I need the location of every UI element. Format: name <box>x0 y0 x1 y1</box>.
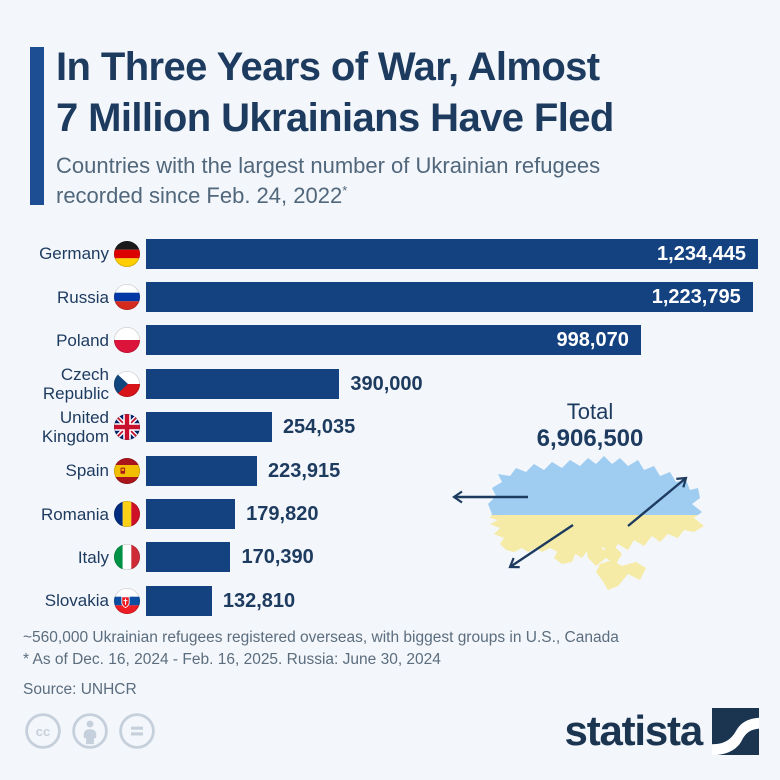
value-label-outside: 254,035 <box>282 416 356 439</box>
statista-logo-mark-icon <box>712 707 759 755</box>
bar: 998,070 <box>146 325 641 356</box>
ukraine-map <box>452 456 704 590</box>
bar-track: 254,035 <box>146 412 758 443</box>
nd-icon[interactable] <box>118 712 156 750</box>
value-label-outside: 132,810 <box>222 589 296 612</box>
chart-row: Slovakia 132,810 <box>22 579 758 622</box>
value-label-outside: 223,915 <box>268 459 341 482</box>
chart-row: Germany 1,234,445 <box>22 232 758 275</box>
value-label-inside: 1,234,445 <box>657 242 746 265</box>
bar <box>146 412 272 443</box>
bar <box>146 499 236 530</box>
bar: 1,223,795 <box>146 282 753 313</box>
title-line-1: In Three Years of War, Almost <box>56 45 600 89</box>
total-value: 6,906,500 <box>536 425 644 452</box>
country-label: United Kingdom <box>41 408 109 447</box>
bar <box>146 542 231 573</box>
chart-row: Czech Republic 390,000 <box>22 362 758 405</box>
subtitle-line-1: Countries with the largest number of Ukr… <box>56 153 601 178</box>
statista-wordmark: statista <box>564 707 704 754</box>
subtitle-line-2: recorded since Feb. 24, 2022 <box>56 183 343 208</box>
country-label: Russia <box>57 287 109 307</box>
bar-track: 1,223,795 <box>146 282 758 313</box>
chart-row: Russia 1,223,795 <box>22 275 758 318</box>
total-block: Total 6,906,500 <box>440 399 740 452</box>
subtitle-asterisk: * <box>342 183 348 198</box>
value-label-outside: 170,390 <box>241 546 314 569</box>
value-label-inside: 998,070 <box>556 329 629 352</box>
statista-logo[interactable]: statista <box>565 706 759 756</box>
spain-flag-icon <box>114 457 140 484</box>
bar-track: 170,390 <box>146 542 758 573</box>
bar-track: 223,915 <box>146 455 758 486</box>
page-title: In Three Years of War, Almost 7 Million U… <box>56 42 614 144</box>
italy-flag-icon <box>114 544 140 571</box>
bar-chart: Germany 1,234,445 Russia 1,223,795 Polan… <box>22 232 758 623</box>
czech-republic-flag-icon <box>114 370 140 397</box>
ukraine-map-shape <box>488 456 704 590</box>
poland-flag-icon <box>114 327 140 354</box>
slovakia-flag-icon <box>114 587 140 614</box>
chart-row: Romania 179,820 <box>22 492 758 535</box>
romania-flag-icon <box>114 501 140 528</box>
bar <box>146 585 212 616</box>
refugee-flow-arrows <box>452 476 688 569</box>
total-label: Total <box>566 399 614 424</box>
svg-text:cc: cc <box>36 724 50 739</box>
footnote-asterisk: * As of Dec. 16, 2024 - Feb. 16, 2025. R… <box>23 651 441 668</box>
value-label-outside: 179,820 <box>246 503 319 526</box>
value-label-inside: 1,223,795 <box>651 286 741 309</box>
country-label: Italy <box>77 547 109 567</box>
bar-track: 390,000 <box>146 368 758 399</box>
arrow-northeast <box>627 476 688 527</box>
source-line: Source: UNHCR <box>23 681 137 698</box>
country-label: Spain <box>65 461 109 481</box>
chart-row: Italy 170,390 <box>22 536 758 579</box>
title-line-2: 7 Million Ukrainians Have Fled <box>56 96 614 140</box>
country-label: Germany <box>39 244 109 264</box>
value-label-outside: 390,000 <box>350 372 423 395</box>
footnotes: ~560,000 Ukrainian refugees registered o… <box>23 627 619 701</box>
license-icons: cc <box>24 712 156 750</box>
by-icon[interactable] <box>71 712 109 750</box>
chart-row: United Kingdom 254,035 <box>22 406 758 449</box>
bar-track: 1,234,445 <box>146 238 758 269</box>
bar: 1,234,445 <box>146 238 758 269</box>
title-accent-bar <box>30 47 44 205</box>
bar <box>146 455 257 486</box>
germany-flag-icon <box>114 240 140 267</box>
arrow-southwest <box>508 524 574 569</box>
bar-track: 132,810 <box>146 585 758 616</box>
united-kingdom-flag-icon <box>114 414 140 441</box>
bar-track: 179,820 <box>146 499 758 530</box>
cc-icon[interactable]: cc <box>24 712 62 750</box>
chart-row: Spain 223,915 <box>22 449 758 492</box>
russia-flag-icon <box>114 284 140 311</box>
country-label: Poland <box>56 330 109 350</box>
country-label: Slovakia <box>44 591 109 611</box>
country-label: Romania <box>40 504 109 524</box>
chart-subtitle: Countries with the largest number of Ukr… <box>56 151 600 211</box>
footnote-overseas: ~560,000 Ukrainian refugees registered o… <box>23 629 619 646</box>
country-label: Czech Republic <box>42 364 109 403</box>
chart-row: Poland 998,070 <box>22 319 758 362</box>
bar-track: 998,070 <box>146 325 758 356</box>
bar <box>146 368 340 399</box>
